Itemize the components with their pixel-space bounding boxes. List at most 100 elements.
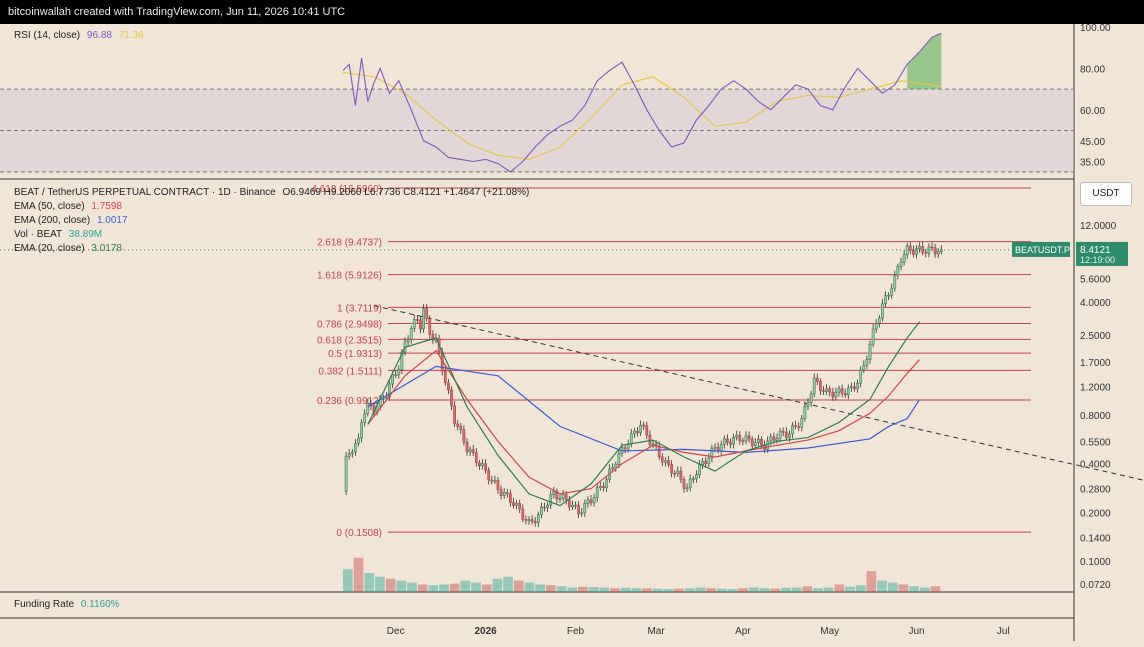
candle-body	[701, 460, 704, 465]
candle-body	[347, 453, 351, 457]
candle-body	[496, 480, 500, 490]
price-tick-label: 4.0000	[1080, 298, 1111, 309]
candle-body	[670, 464, 673, 474]
candle-body	[474, 452, 478, 464]
candle-body	[846, 387, 850, 396]
candle-body	[896, 266, 900, 276]
candle-body	[775, 437, 779, 441]
candle-body	[933, 247, 937, 255]
candle-body	[385, 396, 388, 399]
candle-body	[412, 319, 416, 329]
candle-body	[521, 508, 525, 520]
volume-bar	[535, 584, 545, 592]
candle-body	[868, 343, 872, 360]
candle-body	[676, 470, 680, 474]
currency-button[interactable]: USDT	[1080, 182, 1132, 206]
candle-body	[509, 493, 512, 503]
candle-body	[912, 250, 915, 255]
candle-body	[611, 467, 615, 470]
funding-legend: Funding Rate 0.1160%	[14, 599, 120, 610]
candle-body	[657, 445, 661, 458]
candle-body	[571, 504, 574, 508]
candle-body	[527, 519, 531, 521]
rsi-line	[342, 32, 942, 173]
candle-body	[394, 374, 398, 376]
rsi-overbought-fill	[907, 33, 942, 90]
attribution-header: bitcoinwallah created with TradingView.c…	[0, 0, 1144, 24]
candle-body	[682, 479, 686, 489]
candle-body	[834, 391, 838, 398]
ema200-legend-label: EMA (200, close)	[14, 215, 91, 226]
ohlc-values: O6.9469 H9.2060 L6.7736 C8.4121 +1.4647 …	[282, 187, 530, 198]
price-tick-label: 5.6000	[1080, 274, 1111, 285]
candle-body	[797, 426, 801, 428]
candle-body	[803, 405, 807, 419]
candle-body	[667, 460, 670, 465]
candle-body	[357, 437, 360, 444]
volume-bar	[919, 587, 930, 592]
candle-body	[794, 425, 797, 427]
candle-body	[577, 504, 580, 515]
candle-body	[428, 318, 432, 335]
chart-svg[interactable]: 100.0080.0060.0045.0035.0012.00008.00005…	[0, 24, 1144, 641]
candle-body	[840, 388, 844, 394]
candle-body	[905, 245, 909, 255]
candle-body	[716, 446, 720, 451]
candle-body	[598, 486, 602, 488]
symbol-tag-label: BEATUSDT.P	[1015, 245, 1070, 255]
candle-body	[558, 497, 562, 500]
volume-bar	[845, 586, 855, 592]
candle-body	[893, 274, 897, 289]
x-axis-label: Dec	[387, 626, 405, 637]
candle-body	[750, 438, 754, 446]
volume-bar	[909, 586, 919, 592]
ema20-legend: EMA (20, close) 3.0178	[14, 243, 122, 254]
candle-body	[360, 422, 363, 439]
candle-body	[915, 248, 918, 255]
volume-legend-label: Vol · BEAT	[14, 229, 62, 240]
candle-body	[784, 431, 788, 438]
volume-bar	[674, 588, 684, 592]
candle-body	[363, 413, 367, 423]
candle-body	[651, 443, 655, 446]
volume-bar	[396, 580, 407, 592]
candle-body	[648, 434, 652, 445]
volume-bar	[866, 571, 877, 592]
volume-bar	[781, 587, 791, 592]
candle-body	[366, 402, 370, 414]
rsi-tick-label: 35.00	[1080, 158, 1105, 169]
candle-body	[757, 438, 760, 443]
ema20-legend-value: 3.0178	[91, 243, 122, 254]
candle-body	[778, 431, 782, 439]
candle-body	[890, 287, 894, 296]
candle-body	[443, 370, 447, 384]
volume-bar	[449, 583, 460, 592]
rsi-ma-legend-value: 71.36	[118, 30, 144, 41]
fib-level-label: 1 (3.7119)	[337, 303, 382, 314]
rsi-tick-label: 80.00	[1080, 64, 1105, 75]
ema20-legend-label: EMA (20, close)	[14, 243, 85, 254]
candle-body	[515, 503, 518, 506]
x-axis-label: Jun	[908, 626, 924, 637]
candle-body	[456, 423, 460, 427]
candle-body	[493, 480, 497, 482]
candle-body	[400, 351, 404, 370]
candle-body	[819, 381, 822, 391]
candle-body	[583, 503, 587, 514]
fib-level-label: 0.618 (2.3515)	[317, 335, 382, 346]
candle-body	[664, 460, 667, 463]
candle-body	[629, 433, 633, 445]
ema20-line	[367, 321, 921, 507]
volume-bar	[706, 588, 716, 592]
candle-body	[691, 478, 695, 481]
fib-level-label: 1.618 (5.9126)	[317, 271, 382, 282]
candle-body	[487, 469, 491, 481]
candle-body	[505, 492, 509, 494]
volume-bar	[855, 585, 866, 592]
price-tick-label: 12.0000	[1080, 221, 1117, 232]
candle-body	[406, 339, 410, 343]
candle-body	[772, 436, 776, 441]
volume-bar	[503, 576, 513, 592]
candle-body	[732, 436, 735, 445]
